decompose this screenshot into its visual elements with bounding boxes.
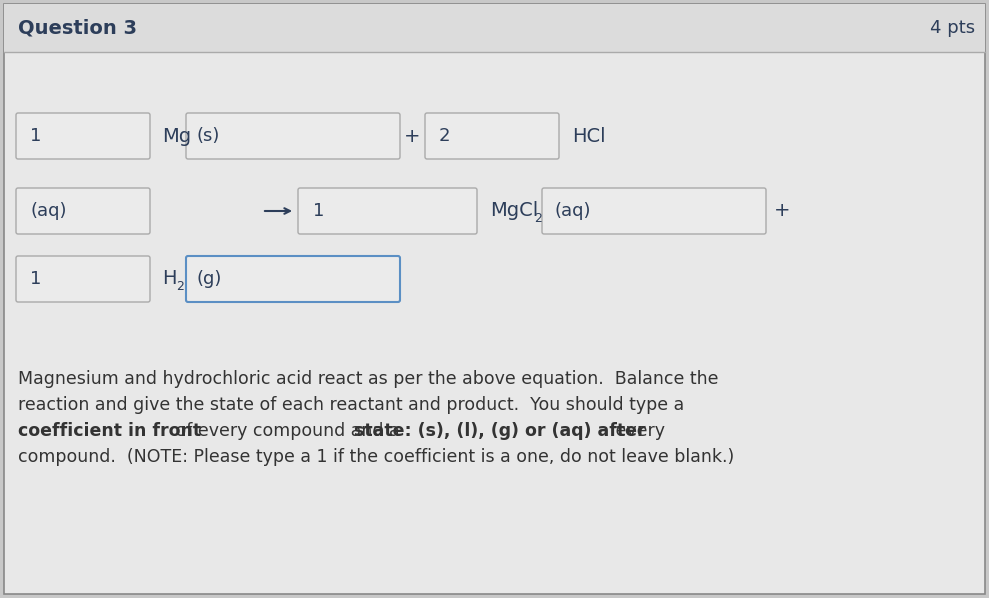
FancyBboxPatch shape [186,256,400,302]
Text: HCl: HCl [572,127,605,145]
Text: 2: 2 [534,212,542,224]
Text: reaction and give the state of each reactant and product.  You should type a: reaction and give the state of each reac… [18,396,684,414]
FancyBboxPatch shape [425,113,559,159]
FancyBboxPatch shape [16,188,150,234]
Text: 2: 2 [439,127,451,145]
FancyBboxPatch shape [542,188,766,234]
Text: coefficient in front: coefficient in front [18,422,201,440]
Text: (aq): (aq) [30,202,66,220]
FancyBboxPatch shape [16,113,150,159]
Text: MgCl: MgCl [490,202,538,221]
FancyBboxPatch shape [186,113,400,159]
Text: Question 3: Question 3 [18,19,137,38]
Text: (s): (s) [197,127,221,145]
Text: (g): (g) [197,270,223,288]
Text: +: + [773,202,790,221]
Text: state: (s), (l), (g) or (aq) after: state: (s), (l), (g) or (aq) after [354,422,646,440]
Text: 1: 1 [313,202,324,220]
FancyBboxPatch shape [298,188,477,234]
Bar [4,4,985,52]
Text: (aq): (aq) [554,202,590,220]
Text: Mg: Mg [162,127,191,145]
Text: Magnesium and hydrochloric acid react as per the above equation.  Balance the: Magnesium and hydrochloric acid react as… [18,370,718,388]
Text: of every compound and a: of every compound and a [170,422,405,440]
Text: 1: 1 [30,270,42,288]
FancyBboxPatch shape [16,256,150,302]
Text: +: + [404,127,420,145]
Text: 4 pts: 4 pts [930,19,975,37]
Text: 1: 1 [30,127,42,145]
Text: 2: 2 [176,279,184,292]
Text: compound.  (NOTE: Please type a 1 if the coefficient is a one, do not leave blan: compound. (NOTE: Please type a 1 if the … [18,448,734,466]
Text: every: every [610,422,665,440]
Text: H: H [162,270,176,288]
